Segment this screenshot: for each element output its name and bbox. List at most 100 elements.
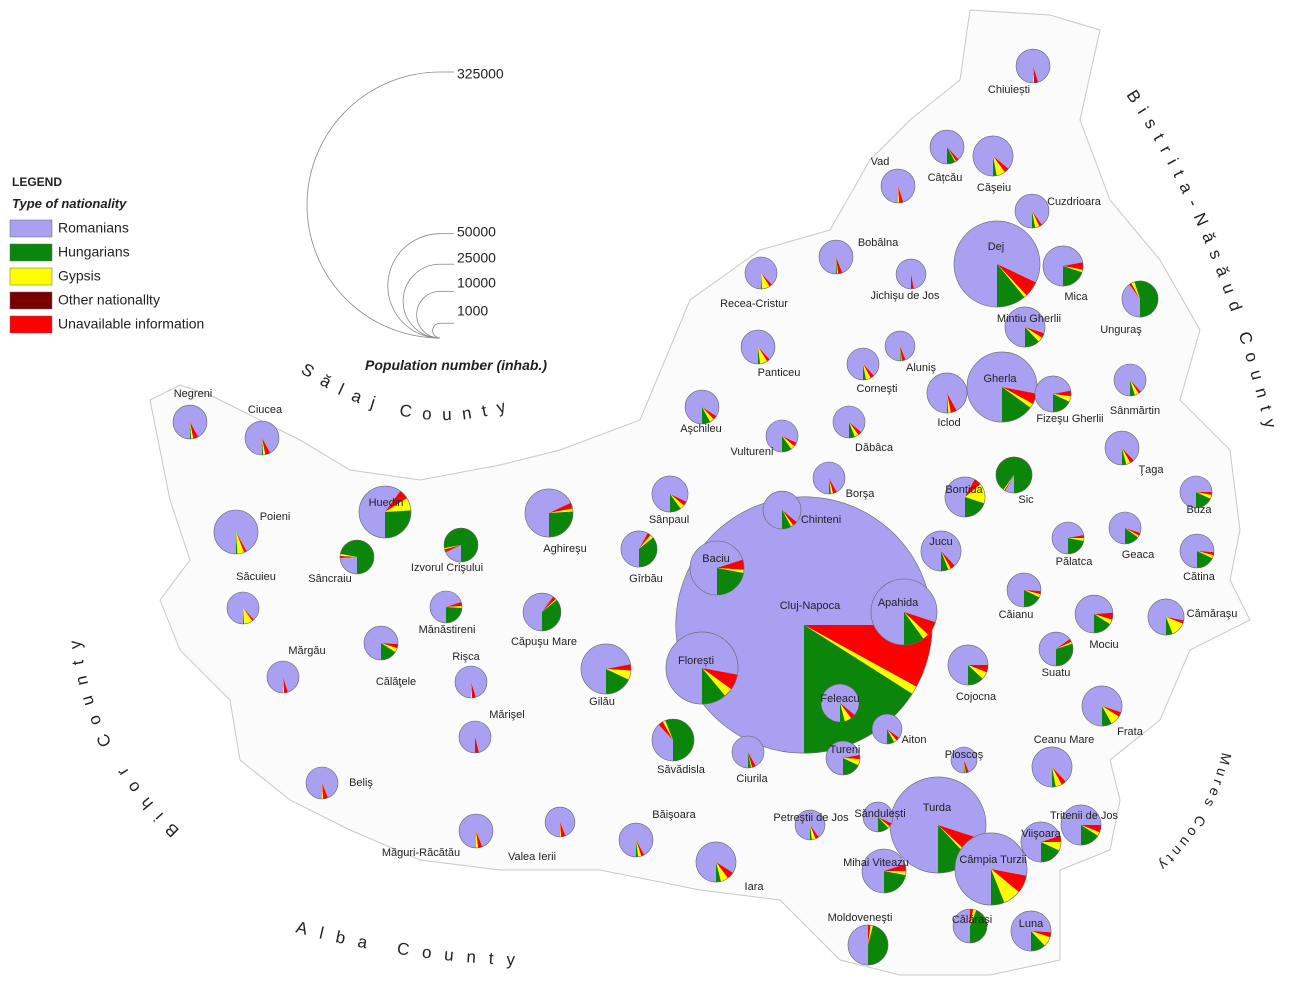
- legend-swatch: [9, 315, 53, 334]
- pie-slice: [1002, 387, 1037, 404]
- pie-slice: [863, 364, 874, 379]
- pie: [794, 809, 826, 841]
- size-legend-arc: [402, 263, 441, 339]
- pie-slice: [1068, 538, 1084, 541]
- pie-outline: [1081, 685, 1123, 727]
- pie-slice: [849, 422, 859, 437]
- locality-label: Vultureni: [730, 446, 773, 458]
- pie-outline: [880, 168, 916, 204]
- pie-slice: [459, 721, 491, 753]
- pie-slice: [1121, 284, 1140, 318]
- pie-slice: [968, 665, 983, 686]
- pie-slice: [995, 456, 1033, 494]
- locality-label: Cătina: [1183, 571, 1216, 583]
- pie-slice: [782, 510, 794, 527]
- pie: [618, 822, 654, 858]
- pie-slice: [476, 831, 479, 848]
- pie: [266, 660, 300, 694]
- pie-slice: [997, 264, 1036, 296]
- pie: [1108, 511, 1142, 545]
- pie-slice: [1094, 612, 1113, 620]
- locality-label: Căpuşu Mare: [511, 636, 577, 648]
- pie-slice: [1063, 262, 1084, 270]
- locality-label: Mica: [1064, 291, 1088, 303]
- pie-slice: [1032, 211, 1042, 227]
- pie-slice: [941, 551, 949, 572]
- locality-label: Turda: [923, 802, 952, 814]
- pie-outline: [266, 660, 300, 694]
- legend-title: LEGEND: [12, 175, 62, 189]
- county-label: Alba County: [294, 918, 528, 970]
- locality-label: Iclod: [937, 417, 960, 429]
- legend-subtitle: Type of nationality: [12, 196, 127, 211]
- pie-slice: [702, 407, 717, 420]
- pie-slice: [885, 331, 915, 361]
- pie-outline: [1051, 521, 1085, 555]
- pie-outline: [794, 809, 826, 841]
- pie-outline: [443, 527, 479, 563]
- pie-outline: [244, 420, 280, 456]
- pie: [695, 841, 737, 883]
- pie-slice: [1052, 767, 1066, 785]
- pie-slice: [970, 909, 974, 926]
- pie-slice: [619, 823, 653, 857]
- pie-outline: [1004, 306, 1046, 348]
- pie-outline: [1113, 363, 1147, 397]
- pie-outline: [620, 530, 658, 568]
- pie-slice: [446, 605, 462, 609]
- pie-slice: [970, 909, 977, 926]
- pie: [454, 665, 488, 699]
- locality-label: Cămăraşu: [1187, 608, 1238, 620]
- pie: [950, 746, 978, 774]
- pie: [1051, 521, 1085, 555]
- pie-slice: [904, 612, 936, 635]
- pie-slice: [1197, 551, 1214, 559]
- pie-slice: [1196, 492, 1212, 495]
- pie-slice: [446, 607, 462, 623]
- pie-slice: [1052, 522, 1084, 554]
- pie-slice: [243, 608, 254, 621]
- pie-slice: [1068, 538, 1084, 554]
- pie-slice: [1122, 448, 1127, 465]
- locality-label: Dej: [988, 241, 1005, 253]
- pie-slice: [954, 832, 1028, 906]
- pie: [832, 405, 866, 439]
- pie-slice: [843, 754, 860, 760]
- pie: [1014, 193, 1050, 229]
- pie-slice: [695, 841, 737, 883]
- locality-label: Cuzdrioara: [1047, 196, 1102, 208]
- size-legend-label: 1000: [457, 303, 488, 319]
- pie-slice: [1053, 390, 1072, 397]
- pie-slice: [549, 502, 573, 513]
- locality-label: Tritenii de Jos: [1050, 810, 1119, 822]
- pie-slice: [993, 156, 1009, 173]
- pie: [1015, 48, 1051, 84]
- pie-slice: [245, 421, 279, 455]
- pie: [871, 713, 903, 745]
- pie-outline: [1179, 533, 1215, 569]
- pie-slice: [900, 346, 902, 361]
- locality-label: Aluniş: [906, 362, 936, 374]
- legend-label: Gypsis: [58, 268, 101, 284]
- pie-outline: [895, 258, 927, 290]
- pie-outline: [358, 485, 412, 539]
- pie-outline: [952, 908, 988, 944]
- pie: [339, 539, 375, 575]
- pie-slice: [444, 528, 478, 562]
- pie: [651, 718, 695, 762]
- locality-label: Baciu: [702, 553, 730, 565]
- pie-slice: [549, 508, 573, 513]
- pie-slice: [1004, 475, 1014, 491]
- pie-slice: [1041, 842, 1060, 863]
- pie-slice: [898, 186, 904, 203]
- pie-slice: [322, 783, 324, 799]
- pie: [1113, 363, 1147, 397]
- pie-slice: [1024, 590, 1041, 598]
- pie: [1074, 594, 1114, 634]
- pie-slice: [385, 510, 411, 538]
- pie-slice: [1041, 835, 1062, 842]
- pie-slice: [821, 684, 859, 722]
- pie: [862, 801, 894, 833]
- pie-slice: [385, 498, 411, 512]
